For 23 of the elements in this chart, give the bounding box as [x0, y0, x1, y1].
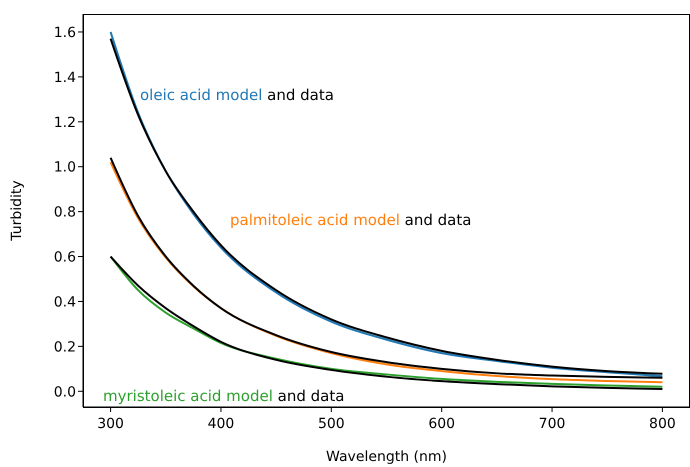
series-label: myristoleic acid model — [103, 387, 273, 405]
x-tick-label: 700 — [538, 416, 566, 432]
x-tick-label: 800 — [649, 416, 676, 432]
y-tick-label: 1.0 — [54, 160, 76, 176]
y-tick-label: 1.6 — [54, 24, 76, 41]
x-tick-label: 400 — [208, 416, 234, 432]
y-tick-label: 1.2 — [54, 114, 76, 131]
annotation: and data — [266, 86, 334, 104]
y-tick-label: 0.2 — [54, 339, 76, 356]
y-tick-label: 0.8 — [54, 204, 76, 221]
y-axis-title: Turbidity — [8, 180, 25, 242]
annotation: and data — [404, 211, 472, 229]
y-tick-label: 1.4 — [54, 70, 76, 86]
x-tick-label: 300 — [97, 416, 124, 432]
series-label: oleic acid model — [140, 86, 262, 104]
x-tick-label: 600 — [428, 416, 456, 432]
y-tick-label: 0.4 — [54, 294, 76, 310]
y-tick-label: 0.0 — [54, 384, 76, 400]
x-axis-title: Wavelength (nm) — [326, 449, 447, 465]
x-tick-label: 500 — [318, 416, 345, 432]
annotation: and data — [276, 387, 344, 405]
text: palmitoleic acid model — [230, 211, 400, 229]
y-tick-label: 0.6 — [54, 250, 76, 266]
